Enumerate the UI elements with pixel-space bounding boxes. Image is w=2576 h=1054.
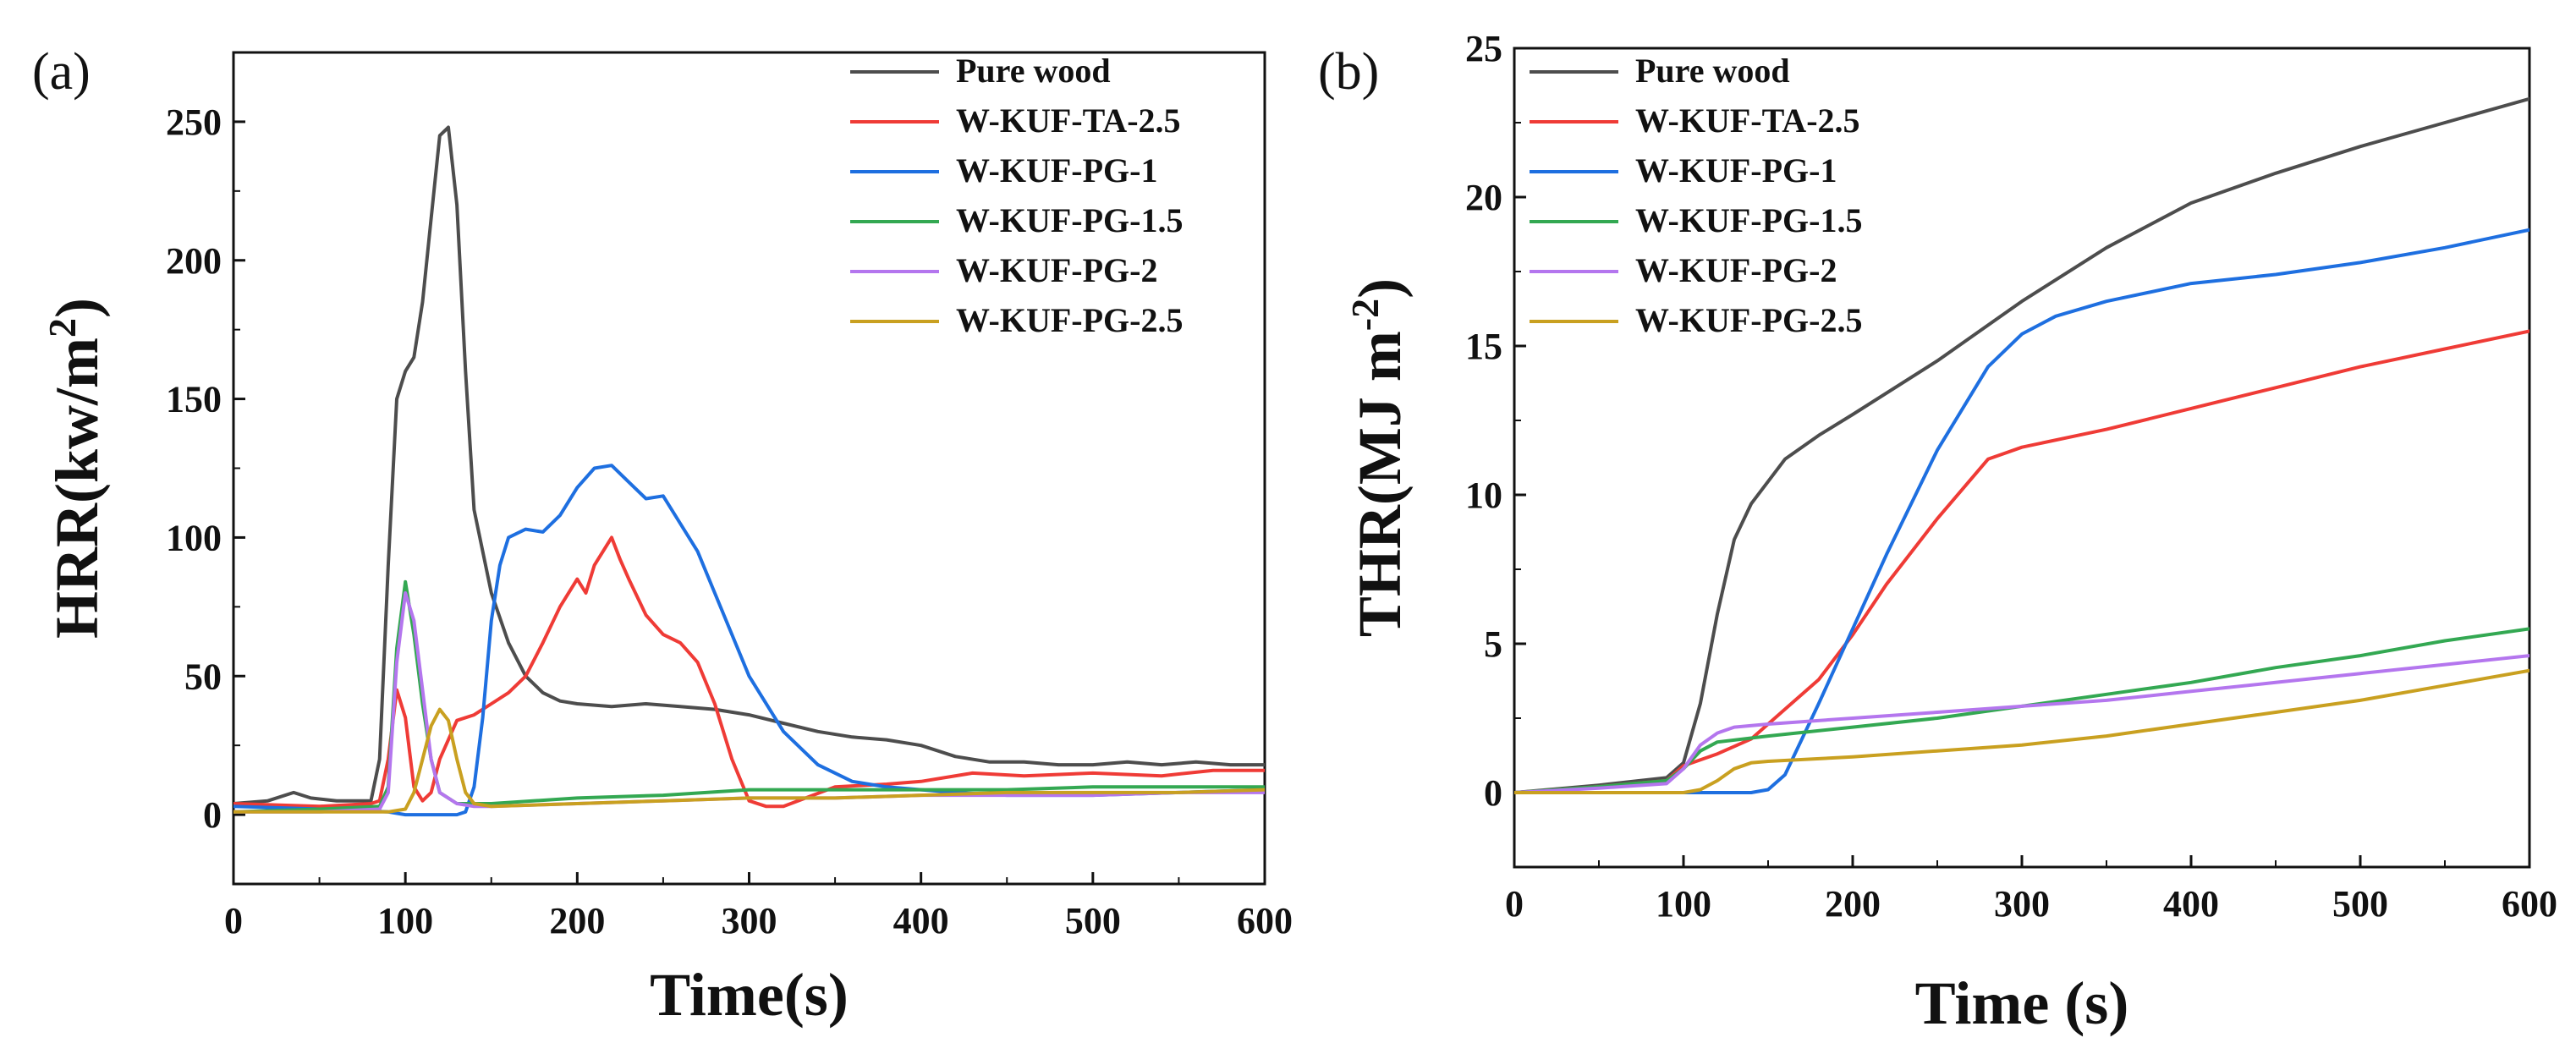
series-line-3 <box>1514 228 2529 794</box>
series-line-1 <box>1514 96 2529 794</box>
x-axis-title: Time (s) <box>1915 969 2129 1037</box>
legend-label: W-KUF-PG-1 <box>956 151 1157 189</box>
series-line-6 <box>1514 668 2529 794</box>
y-tick-label: 0 <box>1484 772 1502 814</box>
y-axis-title: THR(MJ m-2) <box>1343 278 1414 637</box>
panel-b: 0 100 200 300 400 500 600 0 5 10 15 20 25 Pure wood W-… <box>1318 28 2557 1037</box>
y-tick-label: 20 <box>1465 177 1502 218</box>
y-tick-label: 25 <box>1465 28 1502 69</box>
legend-label: W-KUF-TA-2.5 <box>956 102 1181 140</box>
series-line-3 <box>233 464 1265 817</box>
x-tick-label: 400 <box>893 900 949 941</box>
x-tick-label: 100 <box>1656 883 1711 925</box>
panel-a: 0 100 200 300 400 500 600 0 50 100 150 200 250 Pure w… <box>32 43 1293 1029</box>
legend-label: W-KUF-PG-2 <box>1635 251 1837 289</box>
x-tick-label: 200 <box>549 900 605 941</box>
panel-label: (a) <box>32 43 91 101</box>
legend-label: W-KUF-PG-2.5 <box>1635 301 1862 339</box>
x-tick-label: 300 <box>722 900 777 941</box>
x-tick-label: 300 <box>1994 883 2050 925</box>
series-line-5 <box>1514 654 2529 794</box>
series-line-6 <box>233 707 1265 814</box>
legend-label: W-KUF-PG-2.5 <box>956 301 1183 339</box>
legend-label: W-KUF-PG-1.5 <box>956 201 1183 239</box>
panel-label: (b) <box>1318 43 1379 101</box>
legend-label: W-KUF-PG-2 <box>956 251 1157 289</box>
x-tick-label: 100 <box>377 900 433 941</box>
legend-label: Pure wood <box>956 52 1111 90</box>
x-tick-label: 400 <box>2163 883 2219 925</box>
y-tick-label: 5 <box>1484 623 1502 665</box>
y-axis-title: HRR(kw/m2) <box>41 298 111 639</box>
y-tick-label: 250 <box>166 102 222 143</box>
series-line-1 <box>233 125 1265 805</box>
x-tick-label: 0 <box>224 900 243 941</box>
x-tick-label: 0 <box>1505 883 1524 925</box>
y-tick-label: 50 <box>184 656 222 697</box>
legend-label: Pure wood <box>1635 52 1790 90</box>
x-tick-label: 200 <box>1825 883 1881 925</box>
x-tick-label: 600 <box>2502 883 2557 925</box>
legend-label: W-KUF-PG-1 <box>1635 151 1837 189</box>
x-tick-label: 600 <box>1237 900 1293 941</box>
x-axis-title: Time(s) <box>650 961 849 1029</box>
y-tick-label: 100 <box>166 517 222 558</box>
x-tick-label: 500 <box>1065 900 1121 941</box>
y-tick-label: 15 <box>1465 326 1502 367</box>
x-tick-label: 500 <box>2332 883 2388 925</box>
legend-label: W-KUF-TA-2.5 <box>1635 102 1860 140</box>
y-tick-label: 150 <box>166 379 222 420</box>
y-tick-label: 200 <box>166 240 222 282</box>
legend-label: W-KUF-PG-1.5 <box>1635 201 1862 239</box>
y-tick-label: 10 <box>1465 475 1502 516</box>
y-tick-label: 0 <box>203 794 222 836</box>
